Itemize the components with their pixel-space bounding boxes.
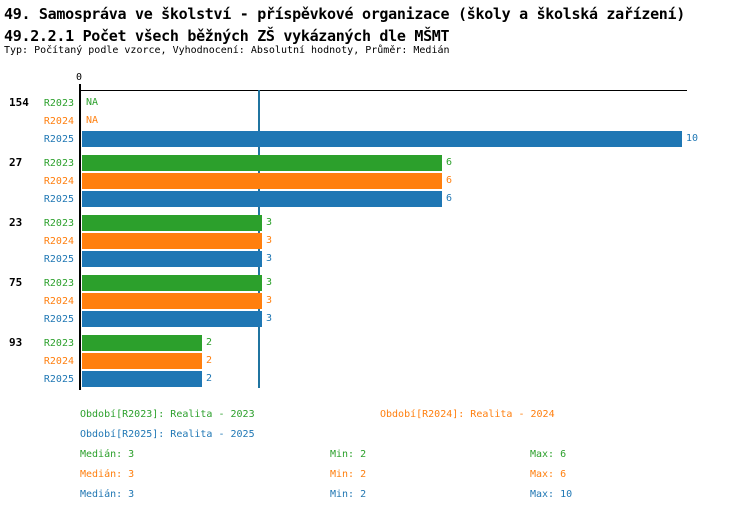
stat-median-r2023: Medián: 3 — [80, 449, 135, 460]
series-label: R2025 — [43, 193, 74, 205]
bar-value-label: 2 — [206, 355, 213, 366]
bar-row: R2023 3 — [0, 274, 750, 292]
bar — [82, 353, 202, 369]
bar-value-label: 3 — [266, 277, 273, 288]
group-label: 23 — [9, 216, 23, 229]
bar-value-label: 3 — [266, 253, 273, 264]
stat-min-r2024: Min: 2 — [330, 469, 367, 480]
bar — [82, 251, 262, 267]
bar — [82, 173, 442, 189]
group-label: 27 — [9, 156, 23, 169]
bar-row: R2025 2 — [0, 370, 750, 388]
series-label: R2024 — [43, 355, 74, 367]
report-title: 49. Samospráva ve školství - příspěvkové… — [4, 5, 686, 23]
bar-value-label: 6 — [446, 157, 453, 168]
bar — [82, 335, 202, 351]
bar-row: R2023 NA — [0, 94, 750, 112]
bar-value-label: NA — [86, 97, 99, 108]
stat-min-r2023: Min: 2 — [330, 449, 367, 460]
bar-value-label: 2 — [206, 337, 213, 348]
legend-item-r2024: Období[R2024]: Realita - 2024 — [380, 409, 555, 420]
bar-row: R2024 6 — [0, 172, 750, 190]
bar-value-label: 3 — [266, 313, 273, 324]
bar-group-75: 75 R2023 3 R2024 3 R2025 3 — [0, 274, 750, 328]
bar — [82, 293, 262, 309]
bar-value-label: 6 — [446, 175, 453, 186]
bar-row: R2023 2 — [0, 334, 750, 352]
stat-max-r2025: Max: 10 — [530, 489, 573, 500]
series-label: R2024 — [43, 175, 74, 187]
bar-row: R2025 10 — [0, 130, 750, 148]
bar — [82, 275, 262, 291]
bar-row: R2024 3 — [0, 292, 750, 310]
bar-group-154: 154 R2023 NA R2024 NA R2025 10 — [0, 94, 750, 148]
bar — [82, 233, 262, 249]
bar-row: R2025 3 — [0, 310, 750, 328]
series-label: R2023 — [43, 337, 74, 349]
bar — [82, 155, 442, 171]
bar-row: R2023 6 — [0, 154, 750, 172]
stat-min-r2025: Min: 2 — [330, 489, 367, 500]
report-subtitle: 49.2.2.1 Počet všech běžných ZŠ vykázaný… — [4, 27, 450, 45]
x-axis-zero-label: 0 — [75, 72, 83, 83]
stat-median-r2025: Medián: 3 — [80, 489, 135, 500]
bar-group-93: 93 R2023 2 R2024 2 R2025 2 — [0, 334, 750, 388]
series-label: R2025 — [43, 253, 74, 265]
group-label: 75 — [9, 276, 23, 289]
bar-group-23: 23 R2023 3 R2024 3 R2025 3 — [0, 214, 750, 268]
series-label: R2024 — [43, 235, 74, 247]
stat-max-r2023: Max: 6 — [530, 449, 567, 460]
group-label: 93 — [9, 336, 23, 349]
group-label: 154 — [9, 96, 29, 109]
series-label: R2025 — [43, 133, 74, 145]
bar-value-label: NA — [86, 115, 99, 126]
bar-value-label: 3 — [266, 295, 273, 306]
series-label: R2025 — [43, 313, 74, 325]
bar-row: R2025 3 — [0, 250, 750, 268]
bar-value-label: 3 — [266, 235, 273, 246]
bar — [82, 131, 682, 147]
bar — [82, 215, 262, 231]
bar-chart: 0 154 R2023 NA R2024 NA R2025 10 27 — [0, 72, 750, 394]
bar-value-label: 3 — [266, 217, 273, 228]
bar-groups: 154 R2023 NA R2024 NA R2025 10 27 R2023 — [0, 94, 750, 394]
stat-max-r2024: Max: 6 — [530, 469, 567, 480]
series-label: R2025 — [43, 373, 74, 385]
bar — [82, 371, 202, 387]
bar-row: R2023 3 — [0, 214, 750, 232]
bar — [82, 191, 442, 207]
series-label: R2023 — [43, 217, 74, 229]
series-label: R2023 — [43, 157, 74, 169]
bar-value-label: 2 — [206, 373, 213, 384]
bar-row: R2025 6 — [0, 190, 750, 208]
stat-median-r2024: Medián: 3 — [80, 469, 135, 480]
bar-value-label: 6 — [446, 193, 453, 204]
bar-value-label: 10 — [686, 133, 699, 144]
bar-row: R2024 2 — [0, 352, 750, 370]
legend-item-r2025: Období[R2025]: Realita - 2025 — [80, 429, 255, 440]
bar-row: R2024 NA — [0, 112, 750, 130]
series-label: R2023 — [43, 97, 74, 109]
bar-group-27: 27 R2023 6 R2024 6 R2025 6 — [0, 154, 750, 208]
report-meta: Typ: Počítaný podle vzorce, Vyhodnocení:… — [4, 45, 450, 56]
series-label: R2023 — [43, 277, 74, 289]
series-label: R2024 — [43, 295, 74, 307]
legend-item-r2023: Období[R2023]: Realita - 2023 — [80, 409, 255, 420]
bar-row: R2024 3 — [0, 232, 750, 250]
bar — [82, 311, 262, 327]
y-axis-line — [79, 84, 81, 390]
x-axis-line — [79, 90, 687, 91]
series-label: R2024 — [43, 115, 74, 127]
